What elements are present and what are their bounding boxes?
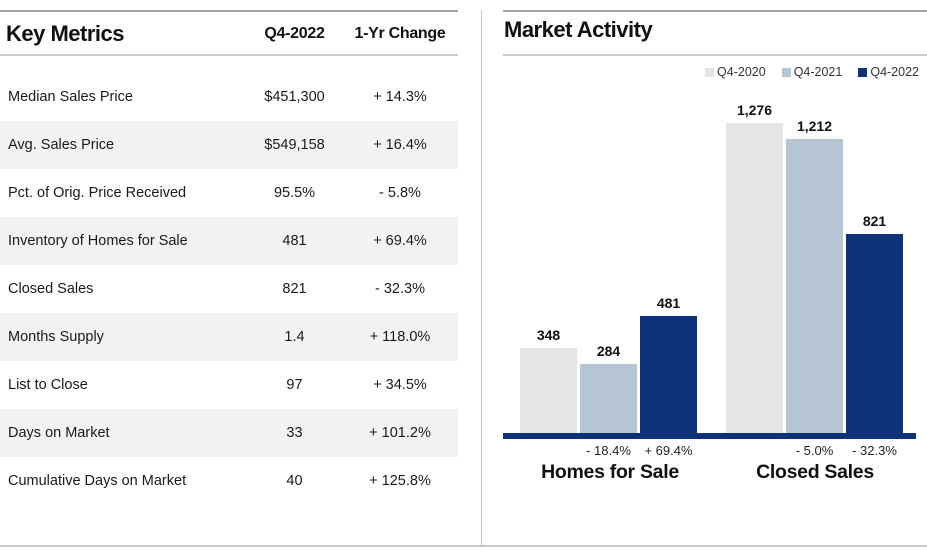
metric-label: Days on Market	[8, 425, 110, 441]
metric-value: 95.5%	[273, 185, 316, 201]
chart-category-labels-row: Homes for Sale Closed Sales	[503, 461, 916, 491]
metric-change: + 16.4%	[373, 137, 427, 153]
metric-label: Median Sales Price	[8, 89, 133, 105]
table-row-list-to-close: List to Close 97 + 34.5%	[0, 361, 458, 409]
table-row-pct-orig-price: Pct. of Orig. Price Received 95.5% - 5.8…	[0, 169, 458, 217]
panel-top-border	[503, 10, 927, 12]
metric-value: $549,158	[264, 137, 325, 153]
metric-value: 33	[286, 425, 303, 441]
metric-change: + 34.5%	[373, 377, 427, 393]
bar-value-label: 284	[596, 343, 621, 359]
bar-q4-2021-homes-for-sale	[580, 364, 637, 433]
metric-change: - 32.3%	[375, 281, 425, 297]
table-row-avg-sales-price: Avg. Sales Price $549,158 + 16.4%	[0, 121, 458, 169]
legend-item-q4-2022: Q4-2022	[858, 65, 919, 79]
page-bottom-border	[0, 545, 927, 547]
metric-value: 40	[286, 473, 303, 489]
table-row-closed-sales: Closed Sales 821 - 32.3%	[0, 265, 458, 313]
table-row-months-supply: Months Supply 1.4 + 118.0%	[0, 313, 458, 361]
chart-x-axis	[503, 433, 916, 439]
bar-change-label: - 5.0%	[795, 443, 834, 458]
bar-q4-2022-homes-for-sale	[640, 316, 697, 433]
header-underline	[503, 54, 927, 56]
bar-value-label: 348	[536, 327, 561, 343]
key-metrics-panel: Key Metrics Q4-2022 1-Yr Change Median S…	[0, 0, 458, 556]
table-row-cumulative-days: Cumulative Days on Market 40 + 125.8%	[0, 457, 458, 505]
bar-q4-2020-closed-sales	[726, 123, 783, 433]
legend-swatch-icon	[858, 67, 868, 77]
bar-value-label: 1,212	[796, 118, 833, 134]
metric-change: + 118.0%	[369, 329, 431, 345]
metric-value: 97	[286, 377, 303, 393]
chart-plot: 348 1,276 284 1,212 481 821	[503, 100, 916, 433]
legend-swatch-icon	[781, 67, 791, 77]
metric-value: 821	[282, 281, 307, 297]
bar-q4-2022-closed-sales	[846, 234, 903, 433]
category-label-homes-for-sale: Homes for Sale	[541, 461, 679, 483]
legend-item-q4-2020: Q4-2020	[705, 65, 766, 79]
table-row-days-on-market: Days on Market 33 + 101.2%	[0, 409, 458, 457]
metric-label: Months Supply	[8, 329, 104, 345]
market-activity-title: Market Activity	[504, 17, 653, 42]
table-row-median-sales-price: Median Sales Price $451,300 + 14.3%	[0, 73, 458, 121]
metric-label: Cumulative Days on Market	[8, 473, 187, 489]
key-metrics-title: Key Metrics	[6, 20, 125, 46]
bar-change-label: - 18.4%	[586, 443, 631, 458]
legend-item-q4-2021: Q4-2021	[781, 65, 843, 79]
bar-q4-2021-closed-sales	[786, 139, 843, 433]
bar-change-label: - 32.3%	[852, 443, 897, 458]
metric-value: $451,300	[264, 89, 325, 105]
metric-label: Pct. of Orig. Price Received	[8, 185, 187, 201]
header-underline	[0, 54, 458, 56]
chart-legend: Q4-2020 Q4-2021 Q4-2022	[705, 65, 919, 79]
metric-change: + 14.3%	[373, 89, 427, 105]
table-row-inventory: Inventory of Homes for Sale 481 + 69.4%	[0, 217, 458, 265]
metric-label: Avg. Sales Price	[8, 137, 115, 153]
bar-value-label: 1,276	[736, 102, 773, 118]
metric-change: + 69.4%	[373, 233, 427, 249]
bar-q4-2020-homes-for-sale	[520, 348, 577, 433]
bar-value-label: 821	[862, 213, 887, 229]
chart-change-labels-row: - 18.4% - 5.0% + 69.4% - 32.3%	[503, 443, 916, 461]
legend-label: Q4-2022	[870, 65, 919, 79]
category-label-closed-sales: Closed Sales	[756, 461, 874, 483]
panel-top-border	[0, 10, 458, 12]
bar-change-label: + 69.4%	[644, 443, 693, 458]
column-header-q4-2022: Q4-2022	[264, 24, 325, 42]
panel-divider	[481, 10, 482, 546]
metric-change: + 101.2%	[369, 425, 431, 441]
metric-label: Inventory of Homes for Sale	[8, 233, 188, 249]
bar-value-label: 481	[656, 295, 681, 311]
metric-change: - 5.8%	[379, 185, 421, 201]
legend-label: Q4-2020	[717, 65, 766, 79]
metric-value: 481	[282, 233, 307, 249]
column-header-1yr-change: 1-Yr Change	[354, 24, 446, 42]
metric-label: Closed Sales	[8, 281, 94, 297]
key-metrics-header: Key Metrics Q4-2022 1-Yr Change	[0, 13, 458, 54]
legend-swatch-icon	[705, 67, 715, 77]
metric-label: List to Close	[8, 377, 88, 393]
market-activity-panel: Market Activity Q4-2020 Q4-2021 Q4-2022 34…	[503, 0, 927, 556]
legend-label: Q4-2021	[793, 65, 843, 79]
metric-value: 1.4	[284, 329, 305, 345]
key-metrics-table: Median Sales Price $451,300 + 14.3% Avg.…	[0, 73, 458, 505]
metric-change: + 125.8%	[369, 473, 431, 489]
